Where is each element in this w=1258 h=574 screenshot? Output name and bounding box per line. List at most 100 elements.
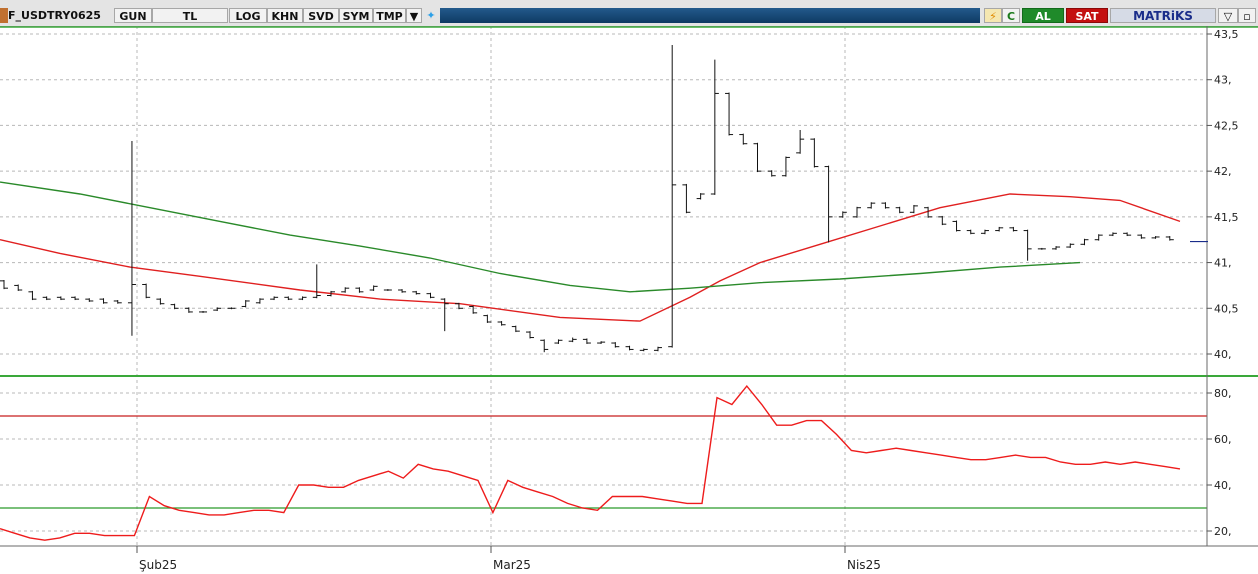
ohlc-bar — [14, 284, 23, 291]
ohlc-bar — [28, 290, 37, 301]
ohlc-bar — [469, 305, 478, 314]
ohlc-bar — [639, 348, 648, 352]
y-tick-label: 42, — [1214, 165, 1232, 178]
ohlc-bar — [241, 300, 250, 308]
y-tick-label: 41, — [1214, 257, 1232, 270]
x-tick-label: Şub25 — [139, 558, 177, 572]
oscillator-gridlines — [0, 392, 1207, 532]
osc-tick-label: 40, — [1214, 479, 1232, 492]
khn-button[interactable]: KHN — [267, 8, 303, 23]
ohlc-bar — [554, 339, 563, 344]
sat-button[interactable]: SAT — [1066, 8, 1108, 23]
ohlc-bar — [440, 298, 449, 332]
ohlc-bar — [483, 314, 492, 323]
ohlc-bar — [99, 298, 108, 304]
ohlc-bar — [710, 59, 719, 195]
ohlc-bar — [1151, 236, 1160, 239]
c-button[interactable]: C — [1002, 8, 1020, 23]
y-tick-label: 43, — [1214, 74, 1232, 87]
ohlc-bar — [312, 264, 321, 299]
y-tick-label: 40, — [1214, 348, 1232, 361]
ohlc-bar — [184, 307, 193, 313]
dropdown-arrow-icon[interactable]: ▼ — [406, 8, 422, 23]
y-tick-label: 40,5 — [1214, 302, 1239, 315]
restore-icon[interactable]: ▫ — [1238, 8, 1256, 23]
ohlc-bar — [909, 204, 918, 214]
ohlc-bar — [355, 287, 364, 293]
period-button[interactable]: GUN — [114, 8, 152, 23]
moving-averages — [0, 181, 1181, 322]
tmp-button[interactable]: TMP — [373, 8, 406, 23]
currency-button[interactable]: TL — [152, 8, 228, 23]
ohlc-bar — [341, 287, 350, 293]
ohlc-bar — [199, 311, 208, 313]
twitter-icon[interactable]: ✦ — [422, 8, 440, 23]
ohlc-bar — [412, 290, 421, 295]
ohlc-bar — [1037, 247, 1046, 250]
ohlc-bar — [227, 307, 236, 310]
ohlc-bar — [497, 321, 506, 326]
symbol-label[interactable]: F_USDTRY0625 — [8, 8, 114, 23]
ohlc-bar — [611, 342, 620, 348]
ohlc-bar — [398, 289, 407, 293]
ohlc-bar — [725, 92, 734, 136]
ohlc-bar — [142, 283, 151, 299]
ohlc-bar — [42, 296, 51, 301]
ohlc-bar — [426, 292, 435, 299]
ohlc-bar — [270, 296, 279, 301]
ohlc-bar — [1009, 226, 1018, 232]
ohlc-bar — [298, 296, 307, 301]
ohlc-bar — [0, 279, 8, 290]
ohlc-bar — [454, 302, 463, 310]
ohlc-bar — [156, 298, 165, 305]
y-axis-labels: 43,5 43, 42,5 42, 41,5 41, 40,5 40, 80, 60, 40, 20, — [1207, 28, 1239, 538]
brand-logo: MATRiKS — [1110, 8, 1216, 23]
y-tick-label: 42,5 — [1214, 119, 1239, 132]
ohlc-bar — [739, 133, 748, 145]
ohlc-bar — [170, 303, 179, 310]
ohlc-bar — [540, 339, 549, 353]
al-button[interactable]: AL — [1022, 8, 1064, 23]
ohlc-bar — [938, 215, 947, 226]
ohlc-bar — [383, 289, 392, 291]
price-chart: 43,5 43, 42,5 42, 41,5 41, 40,5 40, 80, 60, 40, 20,… — [0, 26, 1258, 572]
ohlc-bar — [326, 290, 335, 297]
minimize-icon[interactable]: ▽ — [1218, 8, 1238, 23]
price-gridlines — [0, 26, 1207, 546]
chart-icon[interactable] — [0, 8, 8, 23]
ohlc-bar — [56, 296, 65, 301]
ohlc-bar — [1165, 236, 1174, 241]
ohlc-bar — [255, 298, 264, 304]
ohlc-bar — [1066, 243, 1075, 248]
ohlc-bar — [71, 296, 80, 301]
ohlc-bar — [1080, 238, 1089, 246]
ohlc-bar — [284, 296, 293, 301]
sym-button[interactable]: SYM — [339, 8, 373, 23]
ohlc-bar — [526, 331, 535, 339]
lightning-icon[interactable]: ⚡ — [984, 8, 1002, 23]
ohlc-bar — [597, 341, 606, 344]
ohlc-bar — [867, 202, 876, 209]
ohlc-bar — [653, 346, 662, 352]
ohlc-bar — [767, 170, 776, 177]
ohlc-bar — [696, 193, 705, 200]
ohlc-bar — [881, 202, 890, 209]
y-tick-label: 41,5 — [1214, 211, 1239, 224]
ohlc-bar — [1108, 232, 1117, 237]
ohlc-bar — [1123, 232, 1132, 237]
ohlc-bar — [781, 156, 790, 177]
x-axis-labels: Şub25 Mar25 Nis25 — [136, 546, 881, 572]
ohlc-bar — [1137, 234, 1146, 239]
ma-red-line — [0, 193, 1181, 322]
ohlc-bar — [966, 229, 975, 235]
ohlc-bar — [625, 345, 634, 351]
ohlc-bar — [85, 298, 94, 302]
toolbar-title-strip — [440, 8, 980, 23]
ohlc-bar — [952, 220, 961, 232]
svd-button[interactable]: SVD — [303, 8, 339, 23]
ohlc-bar — [753, 142, 762, 173]
oscillator-line — [0, 384, 1181, 541]
ohlc-bar — [824, 165, 833, 243]
osc-tick-label: 80, — [1214, 387, 1232, 400]
log-button[interactable]: LOG — [229, 8, 267, 23]
